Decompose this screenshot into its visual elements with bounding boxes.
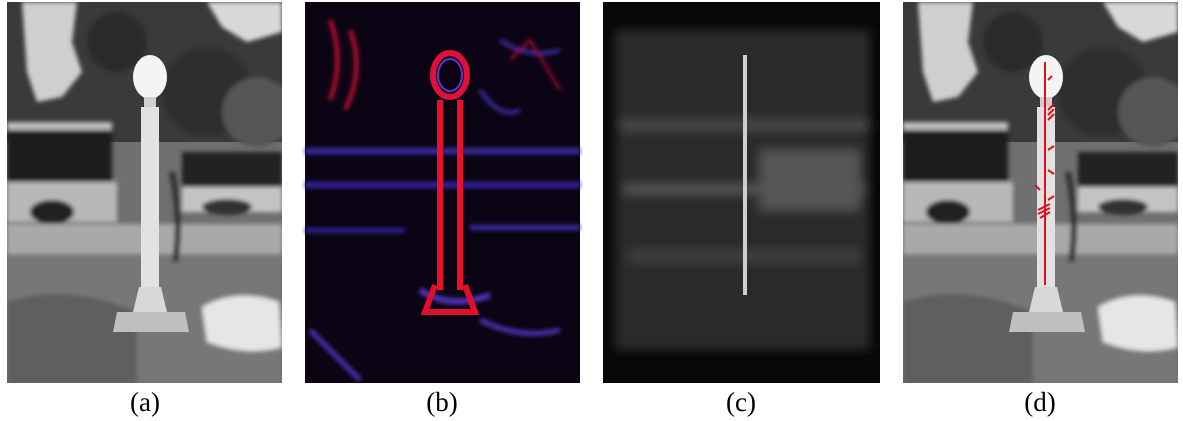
caption: (c) bbox=[726, 387, 756, 417]
panel-image bbox=[7, 2, 292, 383]
caption: (d) bbox=[1024, 387, 1055, 417]
caption: (b) bbox=[426, 387, 457, 417]
panel-image bbox=[603, 2, 880, 383]
panel-image bbox=[903, 2, 1183, 383]
panel-image bbox=[305, 2, 580, 383]
caption: (a) bbox=[130, 387, 160, 417]
